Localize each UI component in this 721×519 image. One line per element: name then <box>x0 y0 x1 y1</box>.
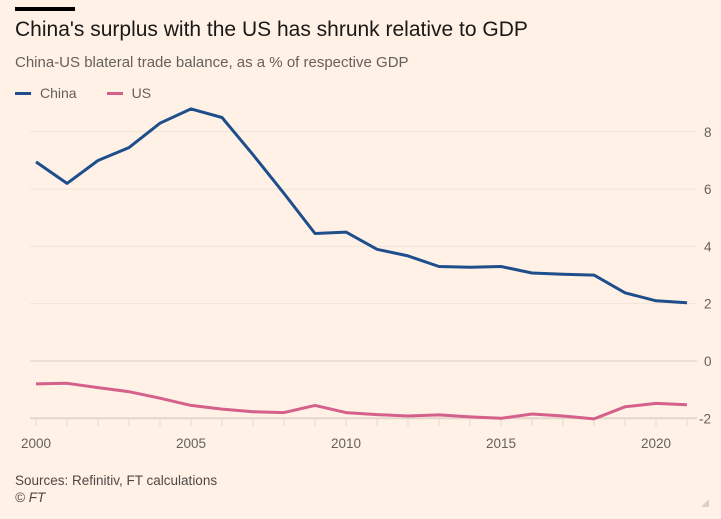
x-tick-label: 2000 <box>21 436 51 451</box>
legend-swatch-us <box>106 91 123 95</box>
y-tick-label: 4 <box>704 239 712 254</box>
source-note: Sources: Refinitiv, FT calculations <box>15 473 218 488</box>
chart-subtitle: China-US blateral trade balance, as a % … <box>15 54 409 71</box>
series-line-china <box>35 107 688 305</box>
x-tick-label: 2005 <box>176 436 206 451</box>
y-tick-label: 0 <box>704 354 712 369</box>
resize-handle-icon[interactable] <box>701 499 709 507</box>
x-tick-label: 2010 <box>331 436 361 451</box>
x-tick-label: 2020 <box>641 436 671 451</box>
copyright: © FT <box>15 490 46 505</box>
x-tick-label: 2015 <box>486 436 516 451</box>
legend-swatch-china <box>15 91 31 95</box>
legend-label-us: US <box>131 85 152 101</box>
legend-item-china: China <box>15 85 77 101</box>
legend-label-china: China <box>40 85 77 101</box>
legend: China US <box>15 85 181 101</box>
y-tick-label: 2 <box>704 297 712 312</box>
series-line-us <box>35 381 688 421</box>
y-tick-label: 6 <box>704 182 712 197</box>
brand-bar <box>15 7 75 11</box>
legend-item-us: US <box>106 85 152 101</box>
chart-title: China's surplus with the US has shrunk r… <box>15 18 528 41</box>
y-tick-label: -2 <box>699 411 711 426</box>
y-tick-label: 8 <box>704 125 712 140</box>
